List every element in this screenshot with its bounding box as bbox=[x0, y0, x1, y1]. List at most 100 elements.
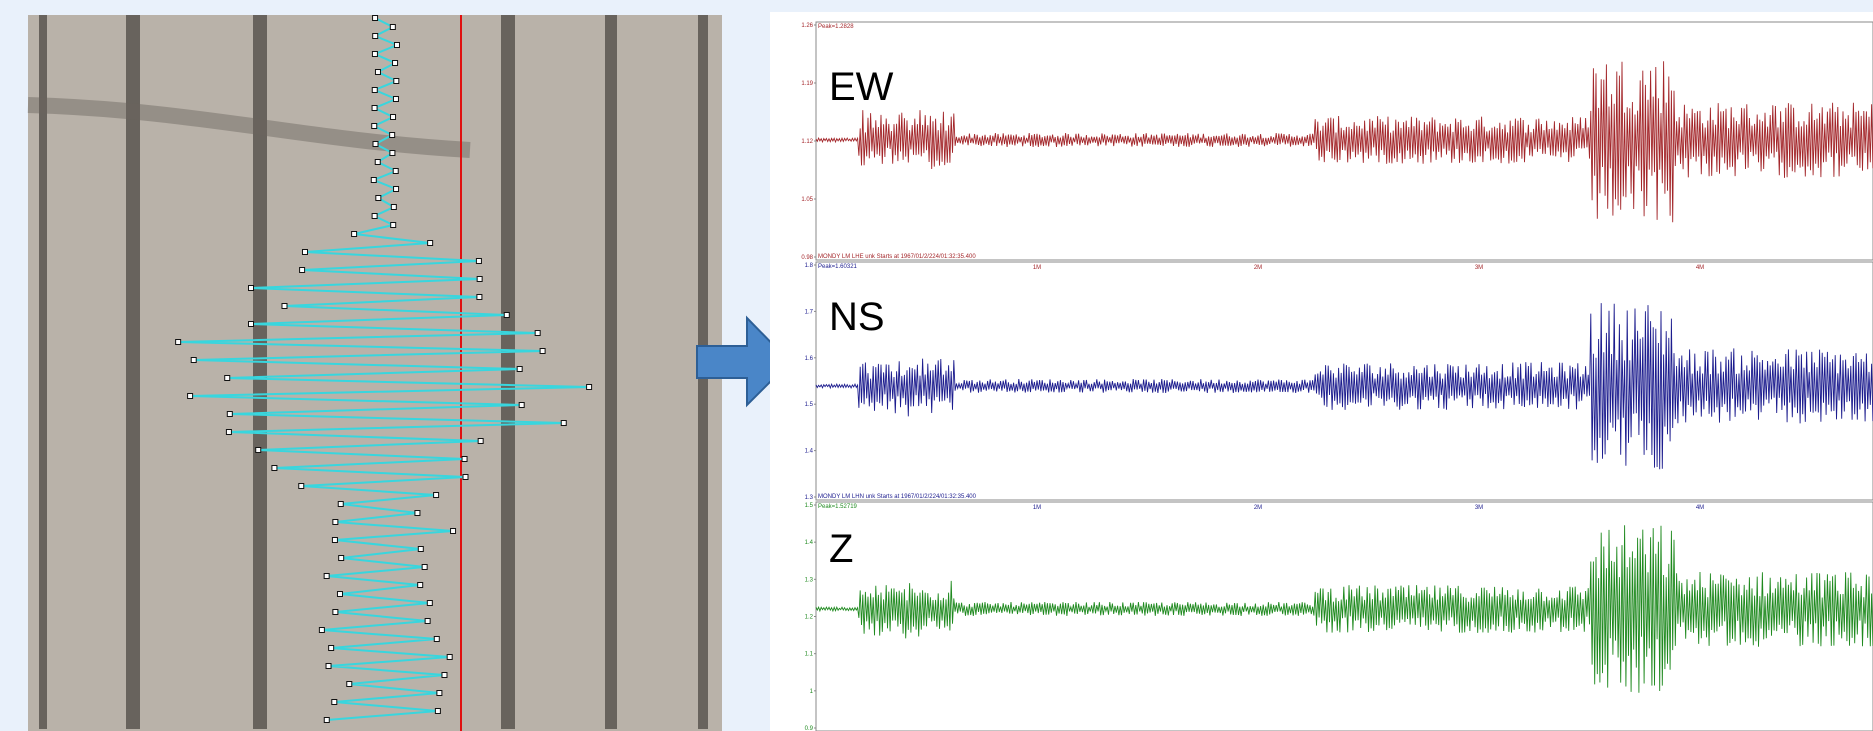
vertex bbox=[332, 609, 339, 615]
y-tick-label: 1.1 bbox=[805, 652, 814, 658]
vertex bbox=[298, 483, 305, 489]
vertex bbox=[187, 393, 194, 399]
waveform bbox=[815, 61, 1873, 223]
y-tick-label: 1.19 bbox=[801, 81, 813, 87]
y-tick-label: 1.4 bbox=[805, 449, 814, 455]
x-tick-label: 1M bbox=[1033, 505, 1041, 511]
vertex bbox=[351, 231, 358, 237]
channel-label: NS bbox=[829, 295, 885, 339]
y-tick-label: 1.3 bbox=[805, 577, 814, 583]
y-tick-label: 1.2 bbox=[805, 615, 814, 621]
vertex bbox=[323, 573, 330, 579]
x-tick-label: 3M bbox=[1475, 505, 1483, 511]
x-tick-label: 3M bbox=[1475, 265, 1483, 271]
record-info: MONDY LM LHE unk Starts at 1967/01/2/224… bbox=[818, 254, 976, 260]
vertex bbox=[374, 69, 381, 75]
grid-smear bbox=[27, 97, 471, 158]
vertex bbox=[301, 249, 308, 255]
peak-label: Peak=1.2828 bbox=[818, 24, 854, 30]
peak-label: Peak=1.60321 bbox=[818, 264, 858, 270]
vertex bbox=[477, 438, 484, 444]
vertex bbox=[390, 204, 397, 210]
vertex bbox=[389, 24, 396, 30]
vertex bbox=[434, 708, 441, 714]
vertex bbox=[427, 240, 434, 246]
x-tick-label: 2M bbox=[1254, 265, 1262, 271]
vertex bbox=[299, 267, 306, 273]
vertex bbox=[503, 312, 510, 318]
vertex bbox=[392, 60, 399, 66]
vertex bbox=[372, 141, 379, 147]
vertex bbox=[417, 546, 424, 552]
y-tick-label: 1.3 bbox=[805, 495, 814, 501]
vertex bbox=[393, 186, 400, 192]
vertex bbox=[370, 177, 377, 183]
y-tick-label: 1.5 bbox=[805, 503, 814, 509]
vertex bbox=[389, 150, 396, 156]
y-tick-label: 1.26 bbox=[801, 23, 813, 29]
vertex bbox=[390, 222, 397, 228]
vertex bbox=[226, 411, 233, 417]
y-tick-label: 1.05 bbox=[801, 197, 813, 203]
y-tick-label: 1 bbox=[810, 689, 814, 695]
vertex bbox=[371, 51, 378, 57]
vertex bbox=[414, 510, 421, 516]
vertex bbox=[371, 213, 378, 219]
vertex bbox=[255, 447, 262, 453]
vertex bbox=[560, 420, 567, 426]
x-tick-label: 4M bbox=[1696, 505, 1704, 511]
vertex bbox=[346, 681, 353, 687]
vertex bbox=[318, 627, 325, 633]
x-tick-label: 1M bbox=[1033, 265, 1041, 271]
vertex bbox=[224, 375, 231, 381]
vertex bbox=[372, 33, 379, 39]
waveform bbox=[815, 525, 1873, 693]
y-tick-label: 1.4 bbox=[805, 540, 814, 546]
vertex bbox=[375, 195, 382, 201]
vertex bbox=[248, 321, 255, 327]
vertex bbox=[586, 384, 593, 390]
vertex bbox=[371, 123, 378, 129]
vertex bbox=[190, 357, 197, 363]
vertex bbox=[433, 636, 440, 642]
vertex bbox=[476, 276, 483, 282]
y-tick-label: 1.8 bbox=[805, 263, 814, 269]
vertex bbox=[421, 564, 428, 570]
vertex bbox=[476, 294, 483, 300]
peak-label: Peak=1.52719 bbox=[818, 504, 858, 510]
vertex bbox=[539, 348, 546, 354]
vertex bbox=[417, 582, 424, 588]
vertex bbox=[331, 537, 338, 543]
vertex bbox=[328, 645, 335, 651]
vertex bbox=[393, 42, 400, 48]
x-tick-label: 2M bbox=[1254, 505, 1262, 511]
vertex bbox=[462, 474, 469, 480]
vertex bbox=[441, 672, 448, 678]
vertex bbox=[392, 168, 399, 174]
vertex bbox=[436, 690, 443, 696]
vertex bbox=[281, 303, 288, 309]
channel-label: Z bbox=[829, 527, 853, 571]
vertex bbox=[392, 96, 399, 102]
vertex bbox=[424, 618, 431, 624]
y-tick-label: 1.5 bbox=[805, 402, 814, 408]
vertex bbox=[372, 15, 379, 21]
channel-label: EW bbox=[829, 65, 894, 109]
y-tick-label: 1.12 bbox=[801, 139, 813, 145]
vertex bbox=[337, 501, 344, 507]
vertex bbox=[338, 555, 345, 561]
vertex bbox=[390, 114, 397, 120]
y-tick-label: 1.7 bbox=[805, 309, 814, 315]
plot-frame bbox=[815, 261, 1873, 501]
vertex bbox=[534, 330, 541, 336]
vertex bbox=[450, 528, 457, 534]
y-tick-label: 1.6 bbox=[805, 356, 814, 362]
vertex bbox=[389, 132, 396, 138]
arrow bbox=[696, 315, 792, 408]
seismograms: 1.26 1.19 1.12 1.05 0.98 Peak=1.2828 EW MONDY L… bbox=[801, 21, 1873, 731]
vertex bbox=[393, 78, 400, 84]
vertex bbox=[433, 492, 440, 498]
vertex bbox=[325, 663, 332, 669]
vertex bbox=[475, 258, 482, 264]
vertex bbox=[518, 402, 525, 408]
